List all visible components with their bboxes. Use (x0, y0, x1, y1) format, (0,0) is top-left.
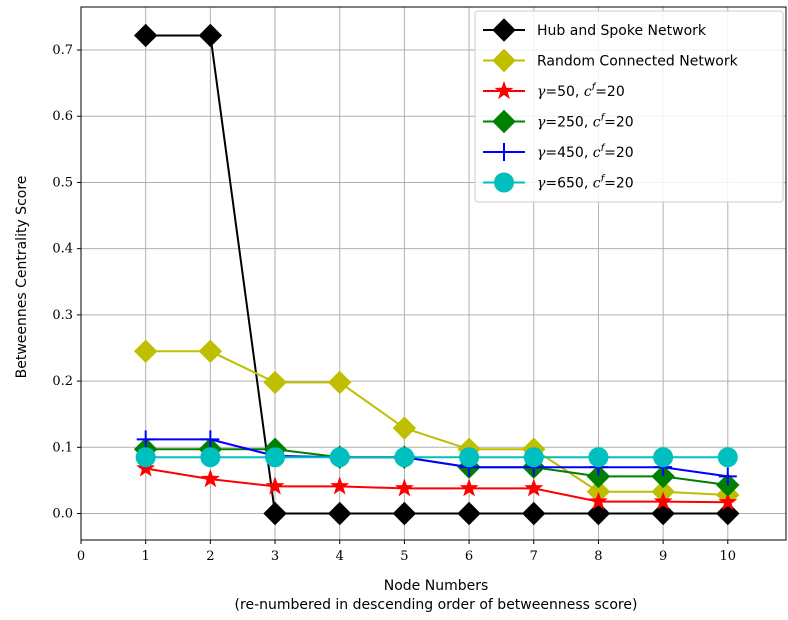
diamond-marker (457, 501, 481, 526)
circle-marker (588, 447, 609, 468)
legend-label: γ=250, cf=20 (537, 113, 634, 131)
y-axis-label: Betweennes Centrality Score (14, 176, 30, 379)
star-marker (265, 476, 285, 495)
star-marker (136, 458, 156, 477)
legend-entry: γ=650, cf=20 (483, 172, 634, 193)
legend-label: γ=650, cf=20 (537, 174, 634, 192)
y-tick-label: 0.3 (52, 308, 73, 323)
diamond-marker (328, 370, 352, 395)
plus-marker (136, 430, 155, 449)
y-tick-label: 0.6 (52, 109, 73, 124)
diamond-marker (651, 464, 675, 489)
circle-marker (329, 447, 350, 468)
series-6 (135, 447, 738, 468)
star-marker (653, 491, 673, 510)
diamond-marker (133, 23, 158, 48)
y-tick-label: 0.4 (52, 242, 73, 257)
diamond-marker (522, 501, 546, 526)
circle-marker (717, 447, 738, 468)
star-marker (588, 491, 608, 510)
y-tick-label: 0.1 (52, 440, 73, 455)
x-tick-label: 8 (594, 549, 602, 564)
legend-label: γ=50, cf=20 (537, 82, 625, 100)
x-tick-label: 4 (336, 549, 344, 564)
plus-marker (495, 143, 513, 161)
circle-marker (394, 447, 415, 468)
plus-marker (201, 430, 220, 449)
star-marker (459, 478, 479, 497)
diamond-marker (492, 48, 516, 73)
diamond-marker (392, 416, 417, 440)
x-tick-label: 0 (77, 549, 85, 564)
legend-label: Random Connected Network (537, 54, 739, 70)
plus-marker (718, 467, 737, 486)
star-marker (394, 478, 414, 497)
x-tick-label: 2 (206, 549, 214, 564)
series-layer (133, 23, 740, 526)
legend-label: γ=450, cf=20 (537, 143, 634, 161)
diamond-marker (492, 109, 516, 134)
circle-marker (494, 172, 514, 193)
x-tick-label: 9 (659, 549, 667, 564)
y-tick-label: 0.2 (52, 374, 73, 389)
legend-entry: Random Connected Network (483, 48, 739, 73)
series-line (145, 438, 728, 478)
diamond-marker (392, 501, 417, 526)
x-tick-label: 3 (271, 549, 279, 564)
circle-marker (653, 447, 674, 468)
circle-marker (459, 447, 480, 468)
plot-frame (80, 6, 787, 541)
diamond-marker (263, 370, 287, 395)
diamond-marker (328, 501, 352, 526)
x-tick-label: 1 (142, 549, 150, 564)
legend-entry: Hub and Spoke Network (483, 18, 707, 42)
star-marker (494, 81, 514, 100)
diamond-marker (198, 339, 223, 364)
series-line (145, 467, 728, 504)
star-marker (524, 478, 544, 497)
diamond-marker (133, 339, 158, 364)
y-tick-label: 0.7 (52, 43, 73, 58)
diamond-marker (716, 501, 740, 526)
series-1 (133, 23, 740, 526)
diamond-marker (651, 501, 675, 526)
diamond-marker (263, 501, 287, 526)
circle-marker (200, 447, 221, 468)
y-tick-label: 0.5 (52, 175, 73, 190)
legend-label: Hub and Spoke Network (537, 23, 707, 39)
circle-marker (135, 447, 156, 468)
legend-entry: γ=50, cf=20 (483, 81, 625, 100)
x-tick-label: 6 (465, 549, 473, 564)
x-axis-label-line2: (re-numbered in descending order of betw… (235, 597, 638, 613)
diamond-marker (586, 501, 611, 526)
star-marker (200, 469, 220, 488)
diamond-marker (198, 23, 223, 48)
circle-marker (265, 447, 286, 468)
x-tick-label: 7 (530, 549, 538, 564)
x-tick-label: 10 (720, 549, 737, 564)
diamond-marker (586, 464, 611, 489)
diamond-marker (492, 18, 516, 42)
legend-entry: γ=250, cf=20 (483, 109, 634, 134)
y-tick-label: 0.0 (52, 507, 73, 522)
series-line (145, 34, 728, 515)
x-tick-label: 5 (400, 549, 408, 564)
x-axis-label: Node Numbers (384, 578, 489, 594)
series-3 (136, 458, 738, 511)
legend-entry: γ=450, cf=20 (483, 143, 634, 161)
ticks: 0 1 2 3 4 5 6 7 8 9 10 0.0 0.1 0.2 0.3 0.4 0.5 0.6 0.7 (52, 43, 736, 564)
legend-box (474, 10, 784, 203)
legend: Hub and Spoke Network Random Connected Ne… (474, 10, 784, 203)
circle-marker (523, 447, 544, 468)
star-marker (718, 492, 738, 511)
series-line (145, 350, 728, 496)
star-marker (330, 476, 350, 495)
